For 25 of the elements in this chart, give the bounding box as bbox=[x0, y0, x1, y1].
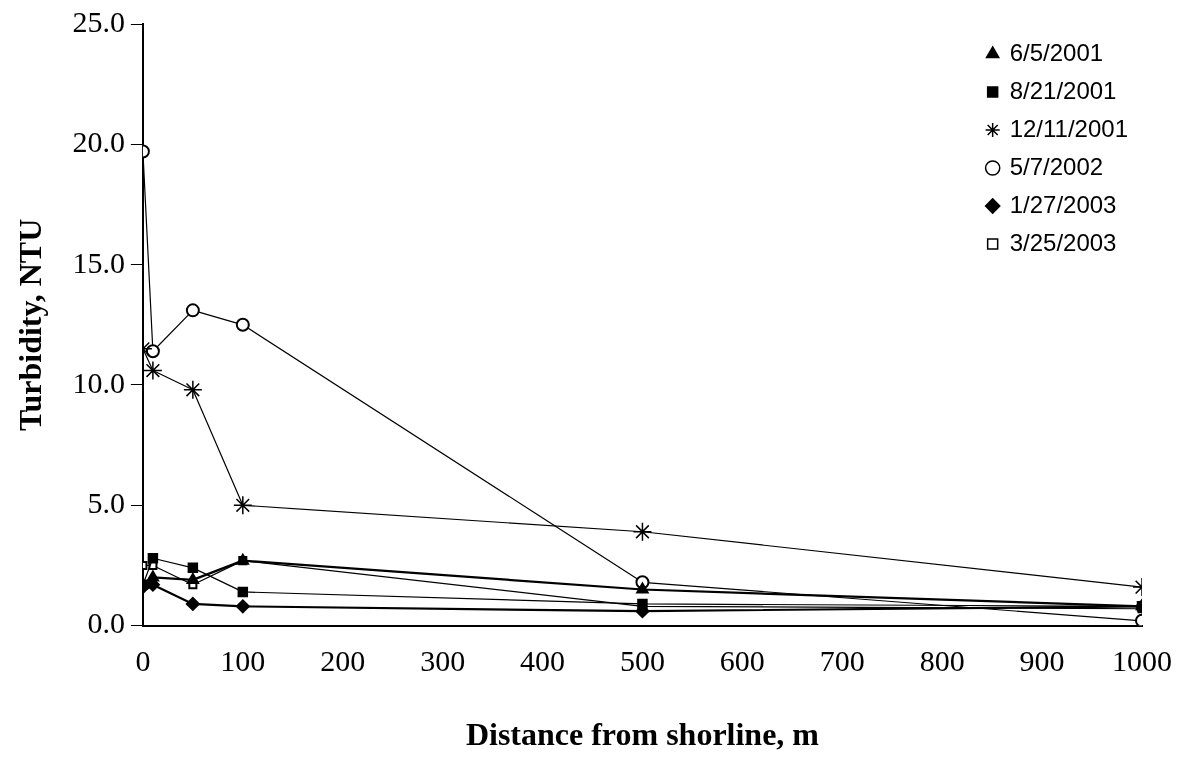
y-tick-label: 20.0 bbox=[72, 125, 125, 159]
x-axis-title: Distance from shorline, m bbox=[465, 716, 820, 753]
x-tick-label: 300 bbox=[420, 644, 466, 678]
legend-label: 3/25/2003 bbox=[1009, 228, 1117, 256]
y-tick-label: 10.0 bbox=[72, 365, 125, 399]
y-axis-title: Turbidity, NTU bbox=[12, 218, 49, 431]
x-tick-label: 500 bbox=[619, 644, 665, 678]
y-tick-label: 5.0 bbox=[87, 486, 125, 520]
y-tick-label: 25.0 bbox=[72, 4, 125, 38]
legend-label: 12/11/2001 bbox=[1009, 114, 1129, 142]
x-tick-label: 800 bbox=[919, 644, 965, 678]
legend-label: 5/7/2002 bbox=[1009, 152, 1104, 180]
x-tick-label: 100 bbox=[220, 644, 266, 678]
x-tick-label: 400 bbox=[520, 644, 566, 678]
legend-label: 8/21/2001 bbox=[1009, 76, 1117, 104]
x-tick-label: 200 bbox=[320, 644, 366, 678]
x-tick-label: 600 bbox=[719, 644, 765, 678]
y-tick-label: 15.0 bbox=[72, 245, 125, 279]
legend-label: 1/27/2003 bbox=[1009, 190, 1117, 218]
x-tick-label: 1000 bbox=[1112, 644, 1172, 678]
legend-label: 6/5/2001 bbox=[1009, 38, 1104, 66]
x-tick-label: 0 bbox=[135, 644, 151, 678]
y-tick-label: 0.0 bbox=[87, 606, 125, 640]
x-tick-label: 900 bbox=[1019, 644, 1065, 678]
x-tick-label: 700 bbox=[819, 644, 865, 678]
